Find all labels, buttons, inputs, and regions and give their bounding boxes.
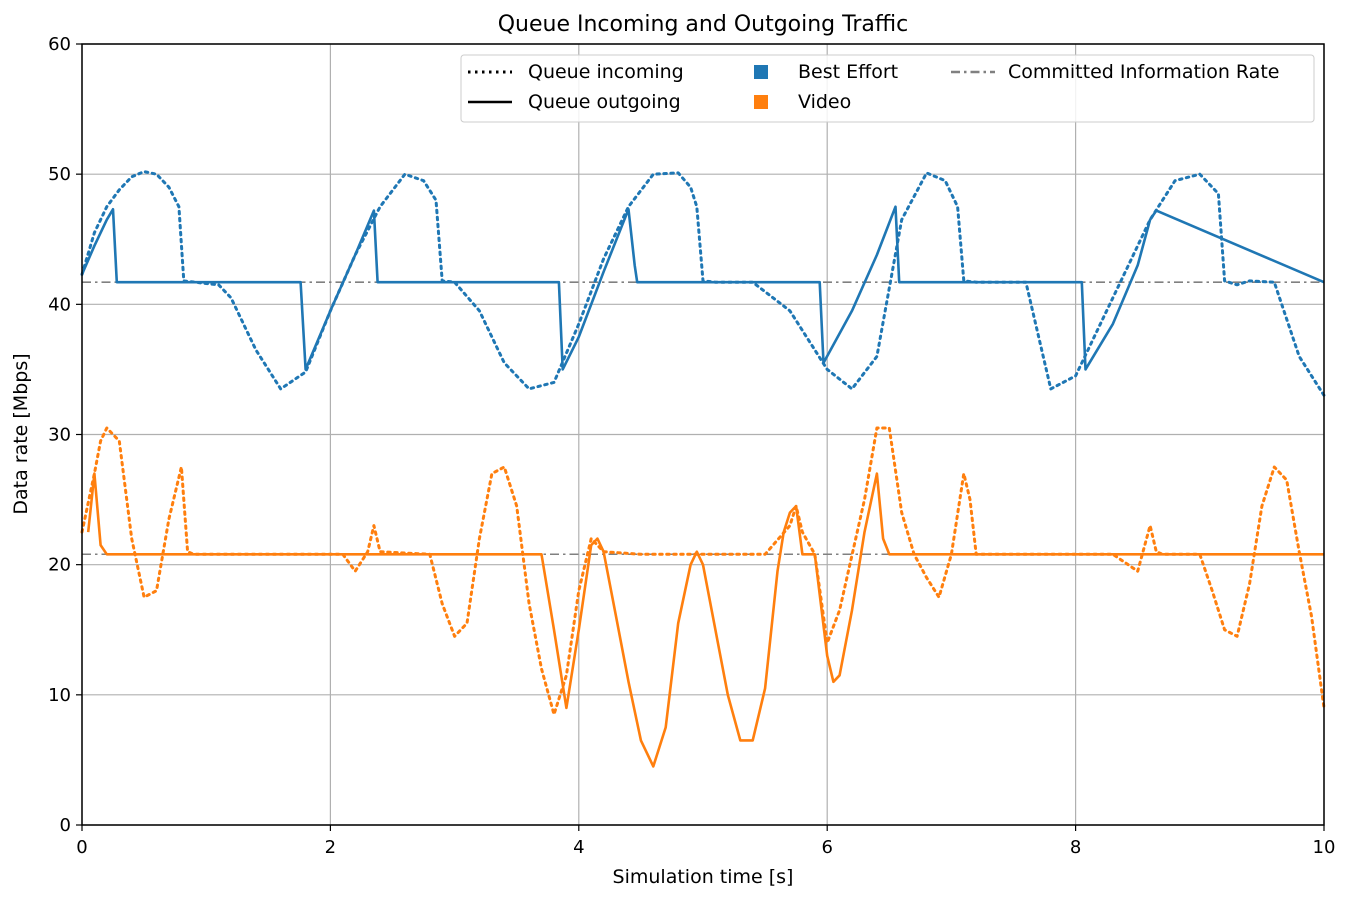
series-video-outgoing (86, 472, 1324, 768)
y-tick-label: 0 (60, 815, 71, 836)
y-tick-label: 30 (48, 425, 71, 446)
y-axis-label: Data rate [Mbps] (10, 353, 32, 514)
series-best-effort-incoming (80, 170, 1326, 397)
legend: Queue incoming Queue outgoing Best Effort V… (460, 54, 1315, 123)
y-axis-ticks: 0 10 20 30 40 50 60 (48, 34, 82, 836)
chart-title: Queue Incoming and Outgoing Traffic (498, 12, 909, 37)
x-tick-label: 4 (573, 837, 584, 858)
legend-label: Video (798, 91, 851, 113)
reference-lines (82, 281, 1324, 556)
legend-swatch-class (754, 65, 768, 79)
legend-label: Committed Information Rate (1008, 61, 1279, 83)
legend-box (460, 54, 1315, 123)
legend-label: Queue incoming (528, 61, 684, 83)
grid (81, 43, 1325, 826)
y-tick-label: 20 (48, 555, 71, 576)
x-tick-label: 0 (76, 837, 87, 858)
series-best-effort-outgoing (80, 205, 1325, 371)
x-tick-label: 6 (821, 837, 832, 858)
legend-label: Best Effort (798, 61, 898, 83)
x-tick-label: 8 (1070, 837, 1081, 858)
x-axis-label: Simulation time [s] (613, 866, 794, 888)
series-layer (80, 170, 1326, 768)
legend-label: Queue outgoing (528, 91, 681, 113)
y-tick-label: 50 (48, 164, 71, 185)
legend-swatch-class (754, 95, 768, 109)
x-axis-ticks: 0 2 4 6 8 10 (76, 825, 1335, 858)
x-tick-label: 10 (1313, 837, 1336, 858)
y-tick-label: 10 (48, 685, 71, 706)
y-tick-label: 60 (48, 34, 71, 55)
y-tick-label: 40 (48, 294, 71, 315)
x-tick-label: 2 (325, 837, 336, 858)
